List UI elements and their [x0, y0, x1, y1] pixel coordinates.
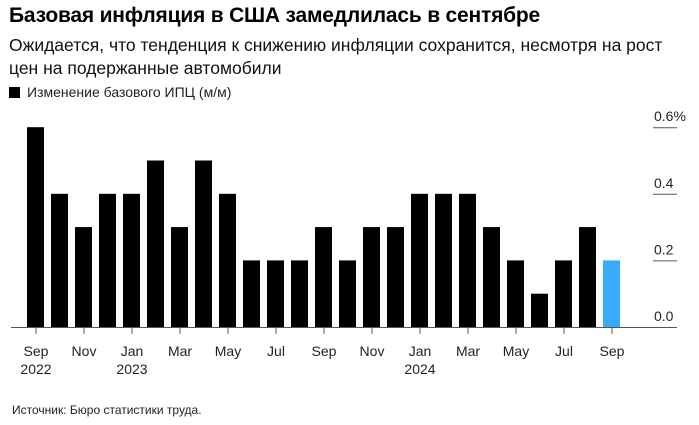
chart-title: Базовая инфляция в США замедлилась в сен…	[9, 4, 541, 27]
bar-sep-2023	[315, 227, 332, 327]
bar-feb-2023	[147, 160, 164, 327]
bar-nov-2023	[363, 227, 380, 327]
bar-jul-2023	[267, 260, 284, 327]
bar-oct-2023	[339, 260, 356, 327]
bar-jan-2024	[411, 193, 428, 327]
x-tick-month: Nov	[72, 343, 97, 359]
x-tick-month: May	[215, 343, 241, 359]
bar-may-2024	[507, 260, 524, 327]
y-axis-labels: 0.0 0.2 0.4 0.6%	[654, 108, 686, 324]
y-tick-label: 0.4	[654, 175, 674, 191]
bar-dec-2022	[99, 193, 116, 327]
y-tick-label: 0.2	[654, 241, 674, 257]
y-gridlines	[653, 127, 677, 262]
bar-sep-2022	[27, 127, 44, 327]
bar-sep-2024	[603, 260, 620, 327]
x-tick-month: Sep	[24, 343, 49, 359]
x-tick-month: May	[503, 343, 529, 359]
x-tick-month: Jan	[409, 343, 432, 359]
legend-swatch-icon	[9, 86, 20, 98]
x-tick-month: Sep	[600, 343, 625, 359]
bar-oct-2022	[51, 193, 68, 327]
legend-label: Изменение базового ИПЦ (м/м)	[27, 84, 232, 100]
bar-apr-2024	[483, 227, 500, 327]
x-tick-year: 2022	[20, 361, 51, 377]
y-tick-label: 0.6%	[654, 108, 686, 124]
bar-apr-2023	[195, 160, 212, 327]
y-tick-label: 0.0	[654, 308, 674, 324]
x-tick-month: Nov	[360, 343, 385, 359]
x-tick-month: Jul	[267, 343, 285, 359]
bar-feb-2024	[435, 193, 452, 327]
bar-dec-2023	[387, 227, 404, 327]
bar-may-2023	[219, 193, 236, 327]
bar-nov-2022	[75, 227, 92, 327]
bar-jun-2024	[531, 293, 548, 327]
bars	[27, 127, 620, 327]
chart-subtitle: Ожидается, что тенденция к снижению инфл…	[9, 35, 663, 78]
x-tick-year: 2023	[116, 361, 147, 377]
bar-aug-2024	[579, 227, 596, 327]
source-note: Источник: Бюро статистики труда.	[12, 403, 202, 417]
bar-jan-2023	[123, 193, 140, 327]
bar-jul-2024	[555, 260, 572, 327]
x-tick-year: 2024	[404, 361, 435, 377]
bar-aug-2023	[291, 260, 308, 327]
bar-mar-2024	[459, 193, 476, 327]
legend: Изменение базового ИПЦ (м/м)	[9, 84, 231, 100]
x-tick-month: Jan	[121, 343, 144, 359]
bar-mar-2023	[171, 227, 188, 327]
x-tick-month: Jul	[555, 343, 573, 359]
x-axis-ticks: Sep 2022 Nov Jan 2023 Mar May Jul Sep Nov Jan 2024 M…	[20, 328, 625, 377]
x-tick-month: Sep	[312, 343, 337, 359]
x-tick-month: Mar	[456, 343, 480, 359]
x-tick-month: Mar	[168, 343, 192, 359]
bar-jun-2023	[243, 260, 260, 327]
